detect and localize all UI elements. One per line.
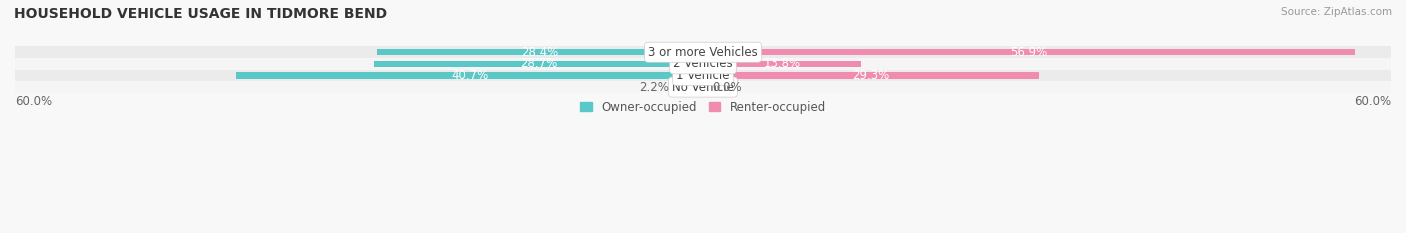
Bar [15, 58, 1391, 70]
Text: HOUSEHOLD VEHICLE USAGE IN TIDMORE BEND: HOUSEHOLD VEHICLE USAGE IN TIDMORE BEND [14, 7, 387, 21]
Bar [703, 72, 1039, 79]
Text: 60.0%: 60.0% [15, 95, 52, 108]
Text: No Vehicle: No Vehicle [672, 81, 734, 94]
Text: 0.0%: 0.0% [713, 81, 742, 94]
Bar [377, 49, 703, 55]
Text: 29.3%: 29.3% [852, 69, 890, 82]
Bar [678, 84, 703, 90]
Text: 28.4%: 28.4% [522, 46, 558, 59]
Bar [703, 61, 862, 67]
Text: 2.2%: 2.2% [638, 81, 669, 94]
Bar [236, 72, 703, 79]
Bar [374, 61, 703, 67]
Bar [15, 70, 1391, 81]
Text: 1 Vehicle: 1 Vehicle [676, 69, 730, 82]
Bar [703, 49, 1355, 55]
Text: Source: ZipAtlas.com: Source: ZipAtlas.com [1281, 7, 1392, 17]
Bar [15, 46, 1391, 58]
Legend: Owner-occupied, Renter-occupied: Owner-occupied, Renter-occupied [575, 96, 831, 118]
Text: 40.7%: 40.7% [451, 69, 488, 82]
Text: 2 Vehicles: 2 Vehicles [673, 57, 733, 70]
Text: 3 or more Vehicles: 3 or more Vehicles [648, 46, 758, 59]
Text: 56.9%: 56.9% [1011, 46, 1047, 59]
Bar [15, 81, 1391, 93]
Text: 60.0%: 60.0% [1354, 95, 1391, 108]
Text: 13.8%: 13.8% [763, 57, 800, 70]
Text: 28.7%: 28.7% [520, 57, 557, 70]
